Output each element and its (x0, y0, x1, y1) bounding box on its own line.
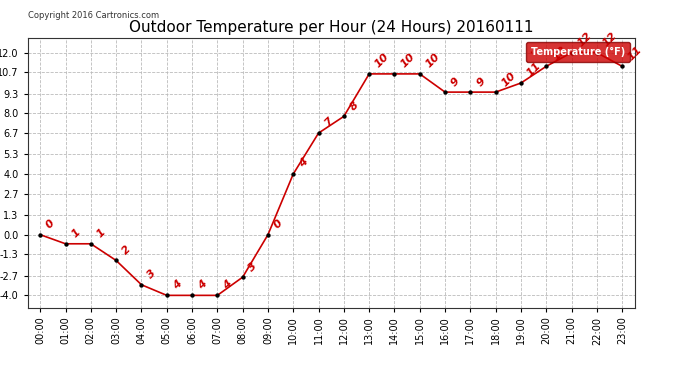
Point (490, 89, 501, 95)
Text: 12: 12 (575, 30, 594, 48)
Point (338, 113, 349, 119)
Point (566, 50, 577, 55)
Point (440, 89, 451, 95)
Text: 11: 11 (525, 61, 543, 79)
Legend: Temperature (°F): Temperature (°F) (526, 42, 630, 62)
Point (617, 63, 628, 69)
Text: 9: 9 (449, 75, 462, 88)
Text: 9: 9 (475, 75, 487, 88)
Text: 3: 3 (146, 268, 158, 280)
Point (186, 292, 197, 298)
Text: 4: 4 (221, 279, 234, 291)
Title: Outdoor Temperature per Hour (24 Hours) 20160111: Outdoor Temperature per Hour (24 Hours) … (129, 20, 533, 35)
Text: 12: 12 (601, 30, 619, 48)
Text: 10: 10 (424, 52, 442, 70)
Text: 4: 4 (196, 279, 209, 291)
Point (541, 63, 552, 69)
Text: 2: 2 (120, 244, 133, 256)
Point (60, 241, 71, 247)
Text: 10: 10 (399, 52, 417, 70)
Text: 11: 11 (627, 44, 644, 62)
Text: 1: 1 (95, 227, 108, 240)
Point (86, 241, 97, 247)
Text: Copyright 2016 Cartronics.com: Copyright 2016 Cartronics.com (28, 11, 159, 20)
Point (136, 282, 147, 288)
Point (161, 292, 172, 298)
Text: 1: 1 (70, 227, 82, 240)
Text: 4: 4 (297, 157, 310, 170)
Text: 0: 0 (44, 218, 57, 231)
Point (591, 50, 602, 55)
Point (465, 89, 476, 95)
Text: 0: 0 (272, 218, 285, 231)
Point (414, 71, 425, 77)
Point (313, 130, 324, 136)
Point (288, 171, 299, 177)
Text: 3: 3 (247, 261, 259, 273)
Point (515, 80, 526, 86)
Point (364, 71, 375, 77)
Text: 8: 8 (348, 100, 361, 112)
Point (262, 232, 273, 238)
Text: 12: 12 (551, 44, 569, 62)
Point (212, 292, 223, 298)
Text: 10: 10 (500, 70, 518, 88)
Point (110, 258, 121, 264)
Point (34, 232, 46, 238)
Point (237, 274, 248, 280)
Point (389, 71, 400, 77)
Text: 4: 4 (171, 279, 184, 291)
Text: 10: 10 (373, 52, 391, 70)
Text: 7: 7 (323, 116, 335, 129)
